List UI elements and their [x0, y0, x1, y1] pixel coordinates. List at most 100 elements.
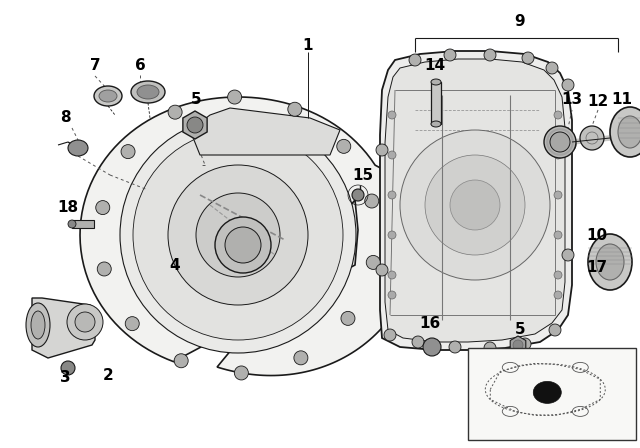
Ellipse shape: [337, 139, 351, 153]
Ellipse shape: [484, 49, 496, 61]
Ellipse shape: [121, 145, 135, 159]
Ellipse shape: [215, 217, 271, 273]
Ellipse shape: [580, 126, 604, 150]
Ellipse shape: [544, 126, 576, 158]
Polygon shape: [380, 51, 572, 350]
Ellipse shape: [388, 291, 396, 299]
Text: 12: 12: [588, 95, 609, 109]
Ellipse shape: [228, 90, 242, 104]
Ellipse shape: [449, 341, 461, 353]
Polygon shape: [510, 336, 526, 354]
Ellipse shape: [444, 49, 456, 61]
Ellipse shape: [588, 234, 632, 290]
Ellipse shape: [431, 121, 441, 127]
Text: 8: 8: [60, 111, 70, 125]
Ellipse shape: [450, 180, 500, 230]
Ellipse shape: [384, 329, 396, 341]
Ellipse shape: [423, 338, 441, 356]
Ellipse shape: [137, 85, 159, 99]
Ellipse shape: [366, 255, 380, 269]
Ellipse shape: [376, 144, 388, 156]
Ellipse shape: [519, 338, 531, 350]
Text: 17: 17: [586, 260, 607, 276]
Ellipse shape: [61, 361, 75, 375]
Bar: [72, 220, 94, 228]
Ellipse shape: [31, 311, 45, 339]
Bar: [468, 348, 636, 440]
Polygon shape: [80, 97, 418, 375]
Text: 16: 16: [419, 315, 440, 331]
Ellipse shape: [618, 116, 640, 148]
Ellipse shape: [400, 130, 550, 280]
Ellipse shape: [388, 111, 396, 119]
Ellipse shape: [234, 366, 248, 380]
Ellipse shape: [168, 165, 308, 305]
Text: 2: 2: [102, 367, 113, 383]
Text: 13: 13: [561, 92, 582, 108]
Ellipse shape: [68, 220, 76, 228]
Polygon shape: [183, 111, 207, 139]
Text: 7: 7: [90, 57, 100, 73]
Text: 4: 4: [170, 258, 180, 272]
Ellipse shape: [75, 312, 95, 332]
Ellipse shape: [513, 340, 523, 350]
Polygon shape: [32, 298, 95, 358]
Ellipse shape: [522, 52, 534, 64]
Ellipse shape: [376, 264, 388, 276]
Text: 9: 9: [515, 14, 525, 30]
Ellipse shape: [120, 117, 356, 353]
Ellipse shape: [125, 317, 140, 331]
Ellipse shape: [412, 336, 424, 348]
Ellipse shape: [174, 354, 188, 368]
Polygon shape: [385, 59, 565, 342]
Ellipse shape: [288, 102, 302, 116]
Ellipse shape: [388, 271, 396, 279]
Ellipse shape: [26, 303, 50, 347]
Ellipse shape: [549, 324, 561, 336]
Ellipse shape: [484, 342, 496, 354]
Ellipse shape: [554, 191, 562, 199]
Text: 10: 10: [586, 228, 607, 242]
Ellipse shape: [341, 311, 355, 325]
Ellipse shape: [562, 249, 574, 261]
Ellipse shape: [68, 140, 88, 156]
Text: 15: 15: [353, 168, 374, 182]
Ellipse shape: [554, 111, 562, 119]
Ellipse shape: [554, 151, 562, 159]
Ellipse shape: [67, 304, 103, 340]
Ellipse shape: [388, 151, 396, 159]
Ellipse shape: [388, 191, 396, 199]
Ellipse shape: [564, 139, 576, 151]
Polygon shape: [190, 108, 340, 155]
Ellipse shape: [97, 262, 111, 276]
Ellipse shape: [596, 244, 624, 280]
Text: 6: 6: [134, 57, 145, 73]
Ellipse shape: [96, 201, 109, 215]
Ellipse shape: [365, 194, 379, 208]
Ellipse shape: [94, 86, 122, 106]
Text: 1: 1: [303, 38, 313, 52]
Text: 11: 11: [611, 92, 632, 108]
Ellipse shape: [554, 291, 562, 299]
Text: 14: 14: [424, 57, 445, 73]
Ellipse shape: [533, 381, 561, 403]
Ellipse shape: [425, 155, 525, 255]
Ellipse shape: [294, 351, 308, 365]
Ellipse shape: [168, 105, 182, 119]
Ellipse shape: [388, 231, 396, 239]
Text: 18: 18: [58, 201, 79, 215]
Ellipse shape: [554, 271, 562, 279]
Text: 3: 3: [60, 370, 70, 385]
Ellipse shape: [610, 107, 640, 157]
Ellipse shape: [225, 227, 261, 263]
Text: 5: 5: [191, 92, 202, 108]
Ellipse shape: [99, 90, 117, 102]
Ellipse shape: [133, 130, 343, 340]
Ellipse shape: [196, 193, 280, 277]
Text: 5: 5: [515, 323, 525, 337]
Ellipse shape: [409, 54, 421, 66]
Bar: [431, 82, 441, 124]
Ellipse shape: [554, 231, 562, 239]
Ellipse shape: [131, 81, 165, 103]
Ellipse shape: [546, 62, 558, 74]
